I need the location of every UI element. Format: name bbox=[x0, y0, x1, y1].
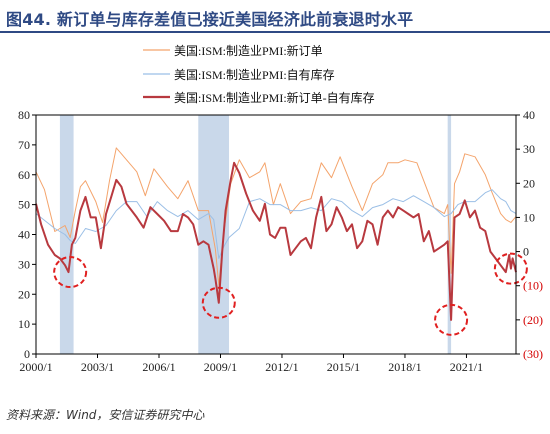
title-divider bbox=[0, 31, 550, 33]
recession-band-1 bbox=[59, 115, 74, 354]
x-tick-label: 2021/1 bbox=[450, 360, 483, 374]
x-tick-label: 2018/1 bbox=[388, 360, 421, 374]
legend-label-1: 美国:ISM:制造业PMI:新订单 bbox=[174, 43, 323, 58]
y-right-tick-label: 10 bbox=[523, 210, 535, 224]
highlight-circle-4 bbox=[493, 252, 528, 285]
x-tick-label: 2006/1 bbox=[142, 360, 175, 374]
x-tick-label: 2012/1 bbox=[265, 360, 298, 374]
x-tick-label: 2009/1 bbox=[204, 360, 237, 374]
highlight-circles-group bbox=[53, 252, 528, 336]
y-left-tick-label: 0 bbox=[24, 347, 30, 361]
highlight-circle-2 bbox=[201, 286, 236, 319]
y-right-tick-label: 0 bbox=[523, 245, 529, 259]
legend: 美国:ISM:制造业PMI:新订单美国:ISM:制造业PMI:自有库存美国:IS… bbox=[143, 43, 375, 105]
axes-group: 0 10 20 30 40 50 60 70 80 (30) (20) (10) 0 10 20 30 40 20… bbox=[18, 108, 543, 374]
series-line-1 bbox=[35, 147, 517, 286]
legend-label-3: 美国:ISM:制造业PMI:新订单-自有库存 bbox=[174, 90, 375, 105]
line-chart: 0 10 20 30 40 50 60 70 80 (30) (20) (10) 0 10 20 30 40 20… bbox=[18, 43, 543, 374]
source-note: 资料来源：Wind，安信证券研究中心 bbox=[6, 408, 205, 422]
x-tick-label: 2000/1 bbox=[19, 360, 52, 374]
y-right-tick-label: (30) bbox=[523, 347, 543, 361]
y-left-tick-label: 10 bbox=[18, 317, 30, 331]
series-line-3 bbox=[35, 161, 517, 321]
y-left-tick-label: 80 bbox=[18, 108, 30, 122]
y-left-tick-label: 20 bbox=[18, 287, 30, 301]
y-right-tick-label: 20 bbox=[523, 176, 535, 190]
y-right-tick-label: (20) bbox=[523, 313, 543, 327]
series-line-2 bbox=[35, 189, 517, 259]
y-left-tick-label: 50 bbox=[18, 198, 30, 212]
y-left-tick-label: 40 bbox=[18, 228, 30, 242]
series-lines-group bbox=[35, 147, 517, 321]
figure-title: 图44. 新订单与库存差值已接近美国经济此前衰退时水平 bbox=[6, 10, 414, 29]
highlight-circle-3 bbox=[434, 303, 469, 336]
y-left-tick-label: 60 bbox=[18, 168, 30, 182]
y-left-tick-label: 70 bbox=[18, 138, 30, 152]
y-right-tick-label: 40 bbox=[523, 108, 535, 122]
highlight-circle-1 bbox=[53, 256, 88, 289]
y-right-tick-label: (10) bbox=[523, 279, 543, 293]
y-left-tick-label: 30 bbox=[18, 257, 30, 271]
legend-label-2: 美国:ISM:制造业PMI:自有库存 bbox=[174, 67, 335, 82]
y-right-tick-label: 30 bbox=[523, 142, 535, 156]
x-tick-label: 2015/1 bbox=[327, 360, 360, 374]
x-tick-label: 2003/1 bbox=[81, 360, 114, 374]
figure-title-bar: 图44. 新订单与库存差值已接近美国经济此前衰退时水平 bbox=[0, 0, 550, 33]
